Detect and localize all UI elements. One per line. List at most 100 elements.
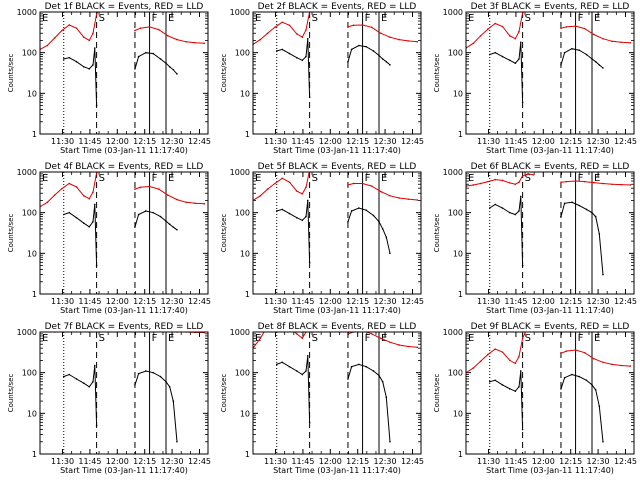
x-tick-label: 11:45 [504, 457, 527, 466]
series-events [276, 355, 391, 442]
series-events-point [521, 101, 524, 104]
series-lld-point [157, 188, 160, 190]
series-events-point [168, 385, 171, 388]
series-events [489, 196, 604, 275]
panel-title: Det 9f BLACK = Events, RED = LLD [471, 322, 630, 332]
series-lld-point [281, 21, 284, 24]
series-lld-point [95, 172, 98, 174]
series-lld-point [514, 37, 517, 40]
x-tick-label: 12:30 [587, 137, 610, 146]
marker-label: E [381, 13, 387, 24]
x-tick-label: 12:00 [532, 137, 555, 146]
series-lld-point [83, 36, 85, 39]
x-axis-label: Start Time (03-Jan-11 11:17:40) [60, 146, 188, 155]
series-lld-point [602, 37, 604, 40]
y-tick-label: 100 [235, 369, 250, 378]
series-lld-point [565, 350, 568, 352]
series-events-point [83, 65, 85, 68]
plot-area [253, 172, 419, 264]
series-events-point [488, 53, 491, 56]
series-lld-point [88, 197, 91, 200]
series-events-point [145, 210, 147, 212]
y-tick-label: 1000 [443, 328, 463, 337]
series-lld-point [521, 175, 524, 177]
series-events-point [288, 212, 291, 215]
plot-frame [39, 11, 209, 135]
series-lld-point [560, 352, 562, 355]
series-lld-point [139, 186, 142, 189]
series-events-point [92, 64, 94, 66]
x-tick-label: 12:45 [188, 137, 211, 146]
plot-area [466, 332, 632, 443]
y-tick-label: 10 [240, 409, 250, 418]
x-axis-label: Start Time (03-Jan-11 11:17:40) [273, 466, 401, 475]
series-lld-point [472, 184, 475, 186]
x-tick-label: 11:30 [477, 137, 500, 146]
series-lld-point [494, 178, 497, 181]
y-tick-label: 1 [32, 130, 37, 139]
plot-frame [39, 171, 209, 295]
y-tick-label: 1000 [230, 168, 250, 177]
x-axis-label: Start Time (03-Jan-11 11:17:40) [486, 306, 614, 315]
series-lld-point [487, 353, 489, 356]
series-events-point [563, 202, 566, 205]
series-lld-point [361, 24, 364, 26]
marker-label: F [152, 333, 158, 344]
x-tick-label: 11:30 [264, 137, 287, 146]
series-events-point [347, 60, 349, 63]
series-events-point [75, 216, 78, 219]
plot-frame [252, 171, 422, 295]
series-lld-point [75, 27, 78, 29]
series-lld-point [501, 179, 504, 182]
x-tick-label: 11:30 [264, 297, 287, 306]
marker-label: F [578, 173, 584, 184]
series-events-point [585, 379, 588, 382]
series-lld-point [521, 12, 524, 14]
series-events-point [372, 50, 375, 52]
series-events-point [602, 67, 604, 69]
series-events-point [501, 384, 504, 386]
series-events-point [358, 44, 360, 47]
x-tick-label: 12:00 [319, 137, 342, 146]
x-tick-label: 12:45 [188, 297, 211, 306]
marker-label: E [594, 333, 600, 344]
panel-det-7: Det 7f BLACK = Events, RED = LLD Counts/s… [7, 322, 211, 475]
x-tick-label: 12:15 [133, 297, 156, 306]
y-tick-label: 1 [32, 450, 37, 459]
series-events-point [92, 220, 94, 223]
series-lld-point [521, 337, 524, 340]
series-events-point [62, 213, 65, 216]
y-tick-label: 100 [448, 49, 463, 58]
panel-det-2: Det 2f BLACK = Events, RED = LLD Counts/s… [220, 2, 424, 155]
series-events-point [305, 370, 307, 372]
series-events-point [137, 213, 140, 216]
series-events-point [518, 210, 520, 212]
marker-label: E [255, 173, 261, 184]
series-lld-point [296, 33, 298, 35]
series-events-point [165, 62, 167, 65]
y-tick-label: 1000 [17, 328, 37, 337]
series-events-point [93, 203, 96, 206]
series-lld-point [501, 25, 504, 28]
series-events-point [275, 210, 278, 212]
series-lld-point [574, 180, 577, 182]
series-events-point [488, 207, 491, 209]
series-events-point [281, 361, 284, 364]
panel-det-1: Det 1f BLACK = Events, RED = LLD Counts/s… [7, 2, 211, 155]
x-tick-label: 12:30 [587, 457, 610, 466]
series-lld-point [629, 41, 632, 44]
series-events-point [92, 380, 94, 383]
series-events-point [501, 207, 504, 209]
series-lld-point [494, 348, 497, 350]
series-events-point [152, 52, 155, 55]
y-tick-label: 1 [458, 450, 463, 459]
x-tick-label: 12:45 [614, 297, 637, 306]
series-events-point [159, 215, 162, 218]
series-lld-point [479, 34, 482, 37]
y-tick-label: 10 [240, 89, 250, 98]
x-tick-label: 12:30 [374, 297, 397, 306]
series-events-point [137, 55, 140, 58]
series-lld-point [532, 174, 535, 176]
series-events-point [594, 388, 597, 391]
x-axis-label: Start Time (03-Jan-11 11:17:40) [486, 146, 614, 155]
